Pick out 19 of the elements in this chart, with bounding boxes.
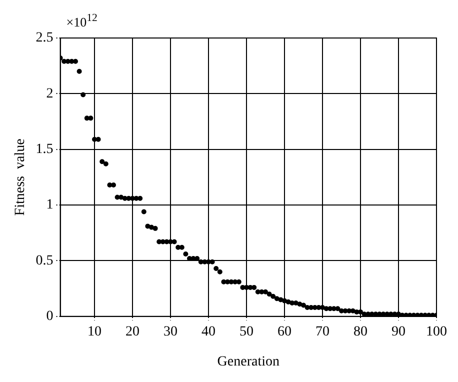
y-tick-label: 2.5 bbox=[36, 30, 54, 46]
x-tick-label: 10 bbox=[88, 324, 102, 340]
y-tick-label: 0 bbox=[46, 309, 54, 324]
x-axis-title: Generation bbox=[217, 354, 280, 370]
y-tick-label: 1.5 bbox=[36, 142, 54, 158]
x-tick-label: 70 bbox=[316, 324, 330, 340]
y-tick-label: 1 bbox=[46, 198, 54, 213]
x-tick-label: 40 bbox=[202, 324, 216, 340]
x-tick-label: 100 bbox=[426, 324, 447, 340]
x-tick-label: 20 bbox=[126, 324, 140, 340]
x-tick-label: 60 bbox=[278, 324, 292, 340]
axis-multiplier: ×10$^{12}$ bbox=[66, 12, 98, 30]
y-axis-title: Fitness value bbox=[13, 138, 28, 216]
x-tick-label: 90 bbox=[392, 324, 406, 340]
x-tick-label: 80 bbox=[354, 324, 368, 340]
y-tick-label: 0.5 bbox=[36, 253, 54, 268]
x-tick-label: 30 bbox=[164, 324, 178, 340]
y-tick-label: 2 bbox=[46, 86, 54, 102]
x-tick-label: 50 bbox=[240, 324, 254, 340]
